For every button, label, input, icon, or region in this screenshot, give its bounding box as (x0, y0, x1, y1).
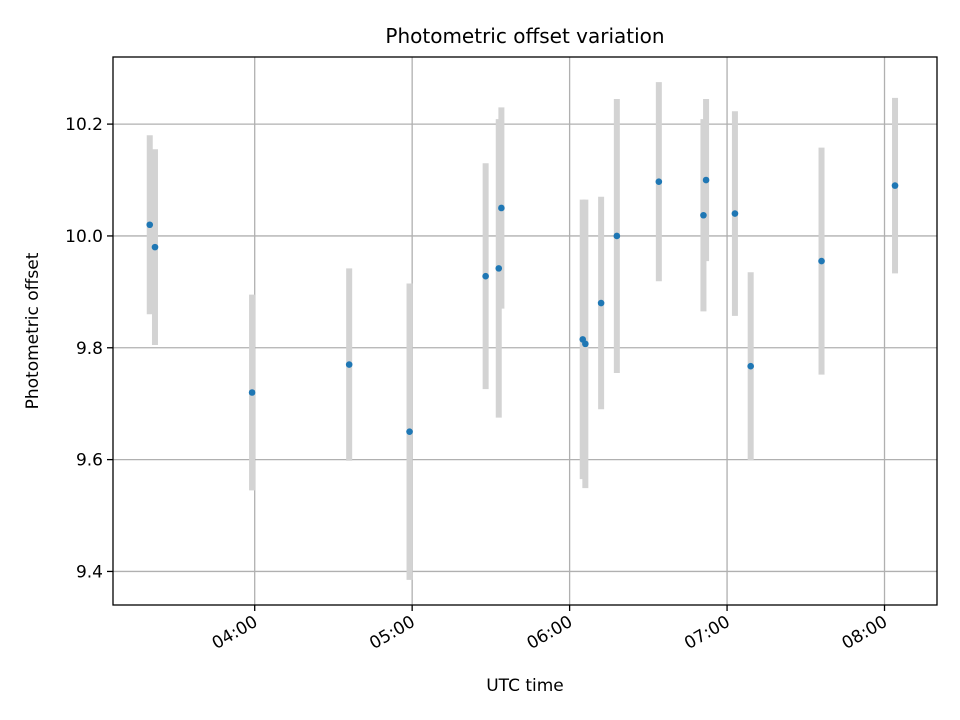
x-axis-label: UTC time (486, 676, 564, 696)
data-point (731, 210, 739, 217)
y-axis-ticks: 9.4 9.6 9.8 10.0 10.2 (65, 115, 113, 582)
chart-title: Photometric offset variation (385, 24, 664, 48)
y-tick-label: 10.2 (65, 115, 103, 135)
plot-frame (112, 56, 938, 606)
x-tick-label: 07:00 (681, 612, 733, 654)
data-point (151, 243, 159, 251)
data-point (702, 176, 710, 184)
x-tick-label: 08:00 (839, 612, 891, 654)
data-markers (146, 176, 899, 435)
data-point (146, 221, 154, 229)
y-tick-label: 9.4 (76, 562, 103, 582)
data-point (345, 361, 353, 368)
y-tick-label: 10.0 (65, 227, 103, 247)
data-point (613, 232, 621, 240)
data-point (700, 211, 707, 219)
data-point (482, 272, 489, 280)
data-point (655, 178, 663, 185)
x-tick-label: 04:00 (209, 612, 261, 654)
x-tick-label: 05:00 (366, 612, 418, 654)
y-tick-label: 9.8 (76, 339, 103, 359)
data-point (498, 204, 505, 212)
y-axis-label: Photometric offset (23, 252, 43, 409)
data-point (891, 182, 899, 189)
data-point (248, 389, 256, 396)
y-tick-label: 9.6 (76, 451, 103, 471)
x-axis-ticks: 04:00 05:00 06:00 07:00 08:00 (209, 605, 891, 654)
plot-background (113, 57, 937, 605)
data-point (818, 257, 825, 265)
data-point (582, 340, 589, 348)
data-point (747, 362, 754, 370)
data-point (406, 428, 413, 435)
data-point (495, 265, 503, 272)
x-tick-label: 06:00 (524, 612, 576, 654)
data-point (597, 299, 605, 307)
